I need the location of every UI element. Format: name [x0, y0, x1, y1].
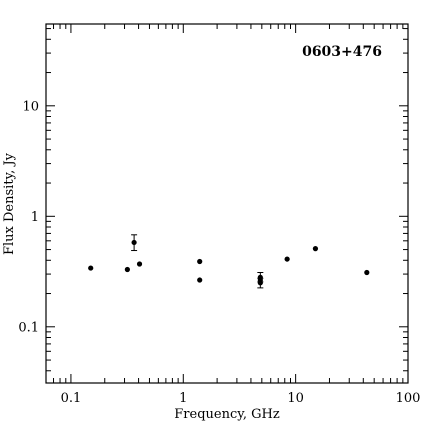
y-tick-label: 0.1	[18, 320, 39, 335]
x-tick-label: 100	[396, 391, 421, 406]
data-point	[312, 246, 319, 252]
tick-marks	[45, 24, 409, 383]
y-axis-label: Flux Density, Jy	[2, 152, 17, 255]
x-tick-label: 1	[179, 391, 187, 406]
data-point	[136, 261, 143, 267]
y-tick-label: 1	[31, 210, 39, 225]
data-point	[197, 277, 203, 283]
data-marks	[88, 234, 370, 289]
tick-labels: 0.1 1 10 100 0.1 1 10	[18, 99, 420, 406]
x-tick-label: 0.1	[61, 391, 82, 406]
y-tick-label: 10	[22, 99, 39, 114]
x-axis-label: Frequency, GHz	[174, 407, 280, 422]
x-tick-label: 10	[287, 391, 304, 406]
data-point	[257, 280, 263, 286]
data-point	[88, 265, 94, 271]
plot-frame	[45, 23, 409, 384]
data-point	[197, 258, 203, 265]
data-point	[364, 269, 370, 276]
data-point	[124, 266, 130, 273]
data-point	[131, 239, 137, 246]
source-name-label: 0603+476	[302, 44, 382, 60]
data-point	[284, 256, 290, 262]
